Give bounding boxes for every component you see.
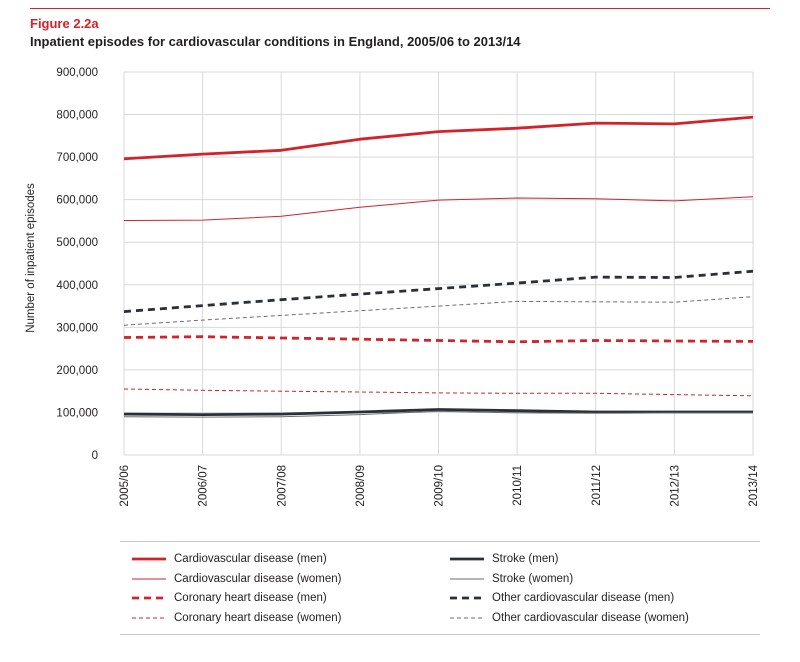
y-axis-label: Number of inpatient episodes [25,183,37,333]
legend-swatch [450,617,484,618]
legend-item: Coronary heart disease (men) [132,589,327,607]
y-tick-label: 500,000 [56,237,98,249]
x-tick-label: 2012/13 [669,465,681,507]
x-tick-label: 2008/09 [355,465,367,507]
x-tick-label: 2009/10 [434,465,446,507]
legend-swatch [132,596,166,600]
series-line-5 [123,408,753,417]
series-line-2 [123,196,754,221]
legend-item: Other cardiovascular disease (women) [450,609,689,627]
legend-item: Stroke (men) [450,550,558,568]
legend-label: Other cardiovascular disease (men) [492,592,675,604]
legend-label: Other cardiovascular disease (women) [492,611,689,624]
series-line-6 [123,410,753,418]
x-tick-label: 2006/07 [198,465,210,507]
y-tick-label: 800,000 [56,110,98,122]
y-tick-label: 700,000 [56,152,98,164]
figure-title: Inpatient episodes for cardiovascular co… [30,34,521,49]
series-line-1 [123,115,754,161]
y-tick-label: 600,000 [56,195,98,207]
legend-item: Stroke (women) [450,570,573,588]
x-tick-label: 2011/12 [591,465,603,506]
y-tick-label: 300,000 [56,322,98,334]
legend-item: Cardiovascular disease (men) [132,550,327,568]
legend-label: Stroke (women) [492,572,574,585]
legend-item: Other cardiovascular disease (men) [450,589,674,607]
line-chart: 0 100,000 200,000 300,000 400,000 500,000 600,… [25,67,760,507]
legend-label: Stroke (men) [492,553,559,565]
chart-legend: Cardiovascular disease (men) Stroke (men)… [120,541,760,635]
top-rule [30,8,770,9]
x-tick-label: 2010/11 [512,465,524,506]
x-tick-label: 2013/14 [748,464,760,506]
legend-swatch [132,557,166,561]
series-lines [123,115,754,418]
series-line-3 [123,335,754,344]
legend-label: Coronary heart disease (men) [174,592,327,604]
y-tick-label: 900,000 [56,67,98,79]
y-tick-label: 100,000 [56,407,98,419]
legend-swatch [450,578,484,579]
legend-swatch [450,596,484,600]
legend-label: Cardiovascular disease (men) [174,553,327,565]
axes: 0 100,000 200,000 300,000 400,000 500,000 600,… [56,67,760,507]
legend-item: Cardiovascular disease (women) [132,570,341,588]
y-tick-label: 0 [92,450,98,462]
series-line-8 [123,296,754,326]
series-line-7 [123,269,754,313]
legend-swatch [450,557,484,561]
legend-item: Coronary heart disease (women) [132,609,341,627]
legend-label: Coronary heart disease (women) [174,611,342,624]
legend-label: Cardiovascular disease (women) [174,572,342,585]
figure-label: Figure 2.2a [30,16,99,31]
grid [123,71,754,456]
x-tick-label: 2007/08 [276,465,288,507]
x-tick-label: 2005/06 [119,465,131,507]
legend-swatch [132,617,166,618]
y-tick-label: 200,000 [56,365,98,377]
y-tick-label: 400,000 [56,280,98,292]
legend-swatch [132,578,166,579]
